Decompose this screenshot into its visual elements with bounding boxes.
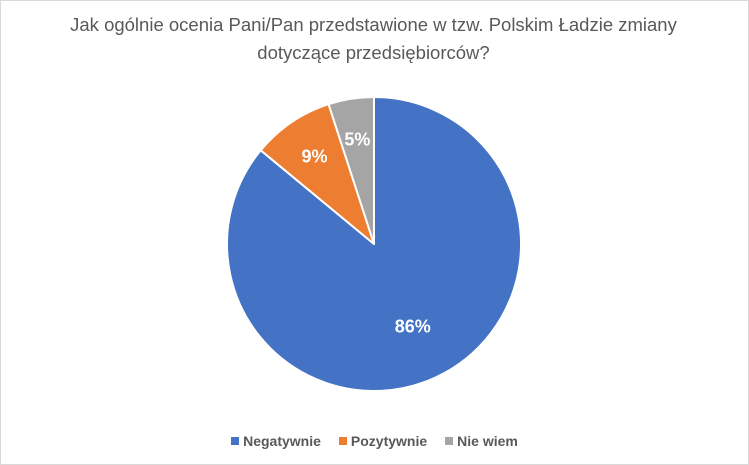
chart-title-line-1: Jak ogólnie ocenia Pani/Pan przedstawion… (70, 14, 677, 35)
legend-label-negatywnie: Negatywnie (243, 433, 321, 449)
legend-label-pozytywnie: Pozytywnie (350, 433, 428, 449)
chart-title-line-2: dotyczące przedsiębiorców? (257, 42, 490, 63)
legend-item-pozytywnie: Pozytywnie (338, 433, 428, 449)
data-label-negatywnie: 86% (395, 316, 431, 336)
legend-swatch-negatywnie (231, 437, 240, 445)
pie-slice-pozytywnie (259, 103, 375, 245)
legend: Negatywnie Pozytywnie Nie wiem (0, 433, 749, 449)
legend-item-negatywnie: Negatywnie (231, 433, 321, 449)
data-label-nie-wiem: 5% (344, 129, 370, 149)
legend-swatch-pozytywnie (338, 437, 347, 445)
chart-title: Jak ogólnie ocenia Pani/Pan przedstawion… (40, 11, 707, 67)
legend-item-nie-wiem: Nie wiem (445, 433, 518, 449)
legend-label-nie-wiem: Nie wiem (457, 433, 518, 449)
data-label-pozytywnie: 9% (302, 146, 328, 166)
legend-swatch-nie-wiem (445, 437, 454, 445)
pie-slice-nie-wiem (327, 96, 375, 245)
